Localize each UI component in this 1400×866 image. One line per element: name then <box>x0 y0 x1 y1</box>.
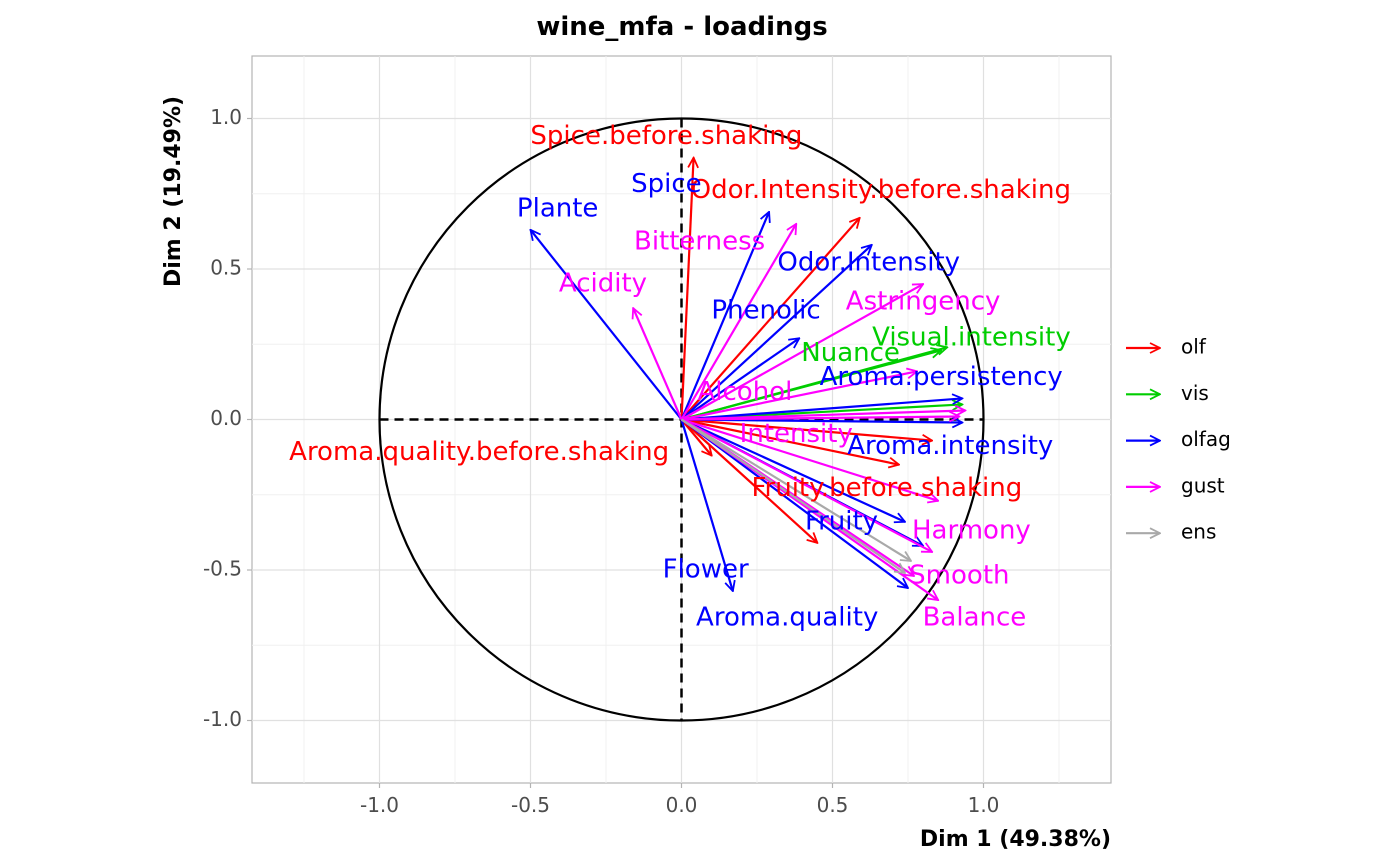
variable-label: Harmony <box>912 515 1031 545</box>
loading-arrow-olfag <box>680 418 909 589</box>
variable-labels: Spice.before.shaking Odor.Intensity.befor… <box>289 121 1071 633</box>
loading-arrow-gust <box>681 371 918 421</box>
variable-label: Fruity <box>805 506 878 536</box>
variable-label: Visual.intensity <box>872 323 1071 353</box>
legend-label: gust <box>1181 473 1225 497</box>
legend-item-olfag: olfag <box>1126 427 1231 451</box>
loading-arrow-gust <box>681 416 960 419</box>
y-ticks: -1.0 -0.5 0.0 0.5 1.0 <box>203 105 252 731</box>
loading-arrow-gust <box>680 284 924 421</box>
legend-label: olf <box>1181 335 1207 359</box>
y-tick-label: 1.0 <box>210 105 242 129</box>
x-tick-label: -0.5 <box>511 793 550 817</box>
variable-label: Alcohol <box>698 377 793 407</box>
legend-item-gust: gust <box>1126 473 1225 497</box>
variable-label: Smooth <box>909 561 1009 591</box>
variable-label: Aroma.quality <box>696 603 878 633</box>
variable-label: Astringency <box>846 287 1001 317</box>
variable-label: Acidity <box>559 269 647 299</box>
x-tick-label: -1.0 <box>360 793 399 817</box>
loading-arrow-ens <box>680 418 912 561</box>
loading-arrow-gust <box>633 308 683 420</box>
y-tick-label: -1.0 <box>203 707 242 731</box>
variable-label: Balance <box>923 603 1027 633</box>
variable-label: Aroma.intensity <box>847 431 1053 461</box>
y-tick-label: 0.5 <box>210 256 242 280</box>
y-tick-label: 0.0 <box>210 406 242 430</box>
loading-arrow-gust <box>680 224 797 421</box>
legend-item-vis: vis <box>1126 381 1209 405</box>
x-tick-label: 0.5 <box>817 793 849 817</box>
loading-arrow-gust <box>681 418 939 501</box>
variable-label: Aroma.quality.before.shaking <box>289 437 669 467</box>
legend-label: ens <box>1181 520 1216 544</box>
variable-label: Intensity <box>740 419 853 449</box>
loading-arrow-olfag <box>680 245 872 421</box>
loading-arrow-olfag <box>681 418 905 522</box>
variable-label: Odor.Intensity <box>777 247 960 277</box>
variable-label: Spice.before.shaking <box>530 121 802 151</box>
loading-arrow-olf <box>681 418 933 441</box>
y-axis-title: Dim 2 (19.49%) <box>161 96 186 287</box>
loading-arrow-olfag <box>531 230 683 421</box>
legend-item-ens: ens <box>1126 520 1216 544</box>
loading-arrow-olfag <box>680 419 733 592</box>
legend: olf vis olfag gust ens <box>1126 335 1231 544</box>
variable-label: Spice <box>631 169 702 199</box>
legend-item-olf: olf <box>1126 335 1207 359</box>
loading-arrow-gust <box>680 418 933 553</box>
variable-label: Plante <box>517 193 599 223</box>
vectors <box>531 158 966 600</box>
chart-title: wine_mfa - loadings <box>536 12 827 42</box>
loading-arrow-olfag <box>680 338 800 421</box>
x-tick-label: 0.0 <box>666 793 698 817</box>
loading-arrow-ens <box>680 418 905 574</box>
loading-arrow-vis <box>681 350 942 421</box>
loading-arrow-olfag <box>680 212 770 420</box>
loading-arrow-olf <box>681 418 899 465</box>
variable-label: Bitterness <box>634 226 765 256</box>
variable-label: Aroma.persistency <box>820 362 1063 392</box>
loading-arrow-olf <box>680 418 712 456</box>
x-ticks: -1.0 -0.5 0.0 0.5 1.0 <box>360 783 999 817</box>
y-tick-label: -0.5 <box>203 557 242 581</box>
x-axis-title: Dim 1 (49.38%) <box>920 827 1111 852</box>
loading-arrow-olf <box>680 218 860 421</box>
variable-label: Flower <box>663 555 749 585</box>
loading-arrow-olf <box>680 418 818 543</box>
loading-arrow-olfag <box>681 398 963 421</box>
variable-label: Nuance <box>801 338 900 368</box>
legend-label: olfag <box>1181 427 1231 451</box>
x-tick-label: 1.0 <box>968 793 1000 817</box>
loading-arrow-olf <box>680 158 694 420</box>
legend-label: vis <box>1181 381 1209 405</box>
variable-label: Fruity.before.shaking <box>751 473 1022 503</box>
variable-label: Odor.Intensity.before.shaking <box>691 175 1071 205</box>
variable-label: Phenolic <box>711 296 820 326</box>
